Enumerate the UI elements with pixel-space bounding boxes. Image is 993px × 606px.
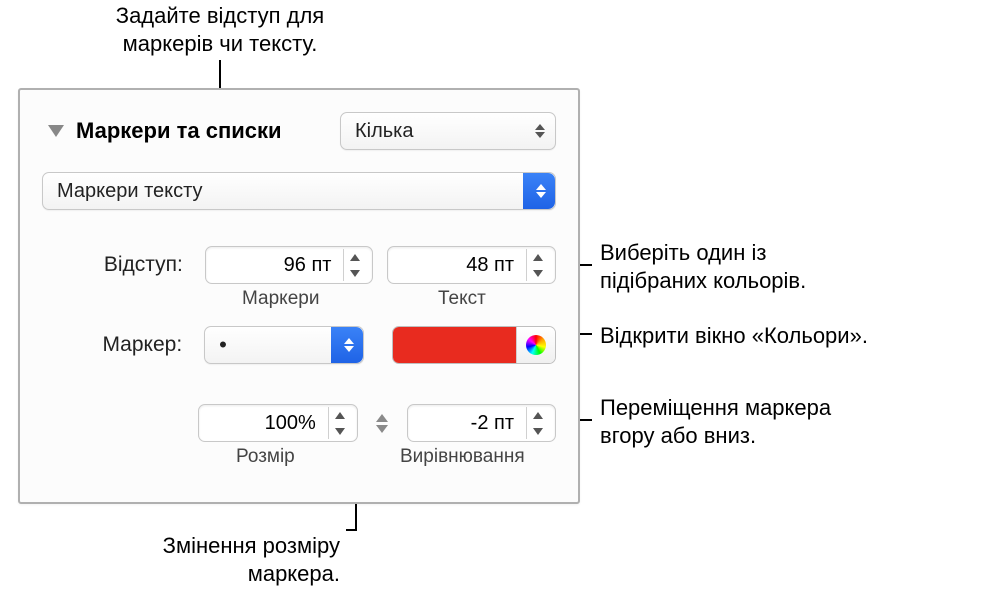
size-value: 100% bbox=[211, 412, 324, 435]
stepper-icon[interactable] bbox=[526, 407, 549, 439]
color-swatch[interactable] bbox=[393, 327, 516, 363]
marker-label: Маркер: bbox=[80, 333, 182, 357]
indent-label: Відступ: bbox=[80, 253, 183, 277]
align-field[interactable]: -2 пт bbox=[407, 404, 556, 442]
callout-color: Виберіть один ізпідібраних кольорів. bbox=[600, 239, 980, 294]
callout-indent: Задайте відступ длямаркерів чи тексту. bbox=[70, 2, 370, 57]
indent-bullets-value: 96 пт bbox=[218, 254, 340, 277]
vertical-align-icon bbox=[372, 414, 393, 433]
indent-text-caption: Текст bbox=[438, 288, 486, 310]
list-style-value: Кілька bbox=[355, 120, 414, 143]
indent-text-value: 48 пт bbox=[400, 254, 522, 277]
stepper-icon[interactable] bbox=[328, 407, 351, 439]
updown-icon bbox=[536, 173, 546, 209]
callout-color-wheel: Відкрити вікно «Кольори». bbox=[600, 322, 990, 350]
size-caption: Розмір bbox=[236, 446, 295, 468]
updown-icon bbox=[535, 124, 545, 138]
indent-bullets-caption: Маркери bbox=[242, 288, 319, 310]
disclosure-triangle-icon[interactable] bbox=[48, 125, 64, 137]
size-field[interactable]: 100% bbox=[198, 404, 358, 442]
indent-bullets-field[interactable]: 96 пт bbox=[205, 246, 374, 284]
bullets-lists-panel: Маркери та списки Кілька Маркери тексту … bbox=[18, 88, 580, 504]
bullet-glyph-popup[interactable]: • bbox=[204, 326, 364, 364]
stepper-icon[interactable] bbox=[526, 249, 549, 281]
stepper-icon[interactable] bbox=[343, 249, 366, 281]
color-wheel-icon bbox=[526, 335, 546, 355]
callout-align: Переміщення маркеравгору або вниз. bbox=[600, 394, 980, 449]
align-caption: Вирівнювання bbox=[400, 446, 525, 468]
callout-size: Змінення розмірумаркера. bbox=[90, 532, 340, 587]
updown-icon bbox=[344, 327, 354, 363]
indent-text-field[interactable]: 48 пт bbox=[387, 246, 556, 284]
color-picker-button[interactable] bbox=[516, 327, 555, 363]
section-title: Маркери та списки bbox=[76, 118, 340, 144]
bullet-type-value: Маркери тексту bbox=[57, 180, 203, 203]
bullet-glyph-value: • bbox=[219, 334, 323, 356]
list-style-popup[interactable]: Кілька bbox=[340, 112, 556, 150]
align-value: -2 пт bbox=[420, 412, 522, 435]
bullet-type-popup[interactable]: Маркери тексту bbox=[42, 172, 556, 210]
bullet-color-well[interactable] bbox=[392, 326, 556, 364]
